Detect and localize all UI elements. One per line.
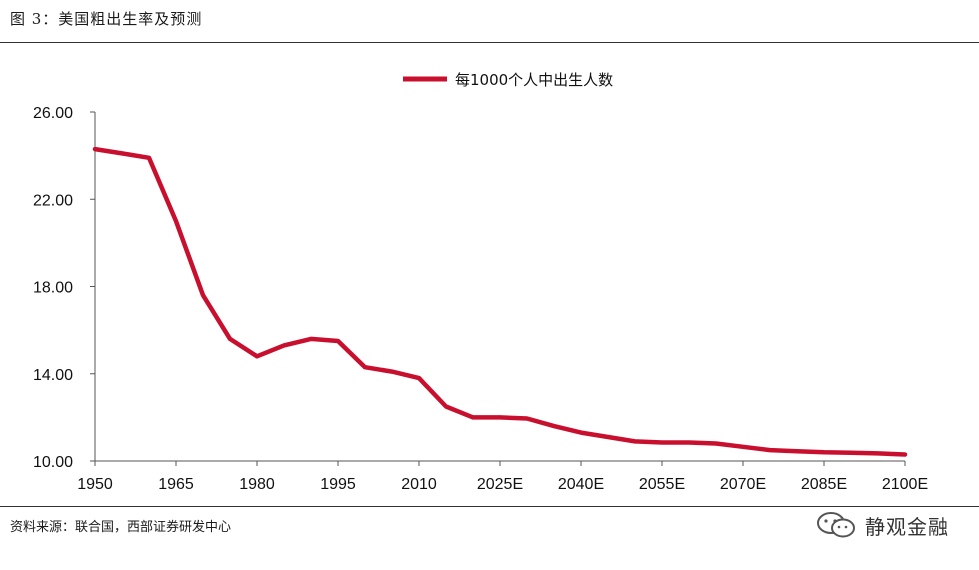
y-tick-label: 14.00 (33, 367, 73, 384)
x-tick-label: 2085E (801, 476, 847, 493)
y-tick-label: 26.00 (33, 105, 73, 122)
x-tick-label: 1995 (320, 476, 356, 493)
watermark-text: 静观金融 (865, 514, 949, 539)
x-tick-label: 2010 (401, 476, 437, 493)
figure-title: 图 3：美国粗出生率及预测 (10, 10, 203, 28)
top-rule (0, 42, 979, 43)
x-tick-label: 2025E (477, 476, 523, 493)
x-tick-label: 1965 (158, 476, 194, 493)
x-tick-label: 2040E (558, 476, 604, 493)
x-tick-label: 2070E (720, 476, 766, 493)
tick-labels: 10.00 14.00 18.00 22.00 26.00 1950 1965 1980 199… (33, 105, 928, 493)
x-tick-label: 1980 (239, 476, 275, 493)
watermark: 静观金融 (815, 510, 949, 540)
legend: 每1000个人中出生人数 (403, 71, 613, 89)
axes (90, 111, 906, 466)
legend-label: 每1000个人中出生人数 (455, 71, 613, 89)
x-tick-label: 2100E (882, 476, 928, 493)
x-tick-label: 2055E (639, 476, 685, 493)
y-tick-label: 22.00 (33, 192, 73, 209)
line-chart: 每1000个人中出生人数 10.00 14.00 18.00 22.00 26.00 19… (33, 71, 928, 493)
series-line (92, 146, 908, 457)
bottom-rule (0, 506, 979, 507)
source-note: 资料来源：联合国，西部证券研发中心 (10, 520, 232, 535)
y-tick-label: 10.00 (33, 454, 73, 471)
wechat-icon (817, 512, 855, 538)
x-tick-label: 1950 (77, 476, 113, 493)
series-group (92, 146, 908, 457)
y-tick-label: 18.00 (33, 280, 73, 297)
